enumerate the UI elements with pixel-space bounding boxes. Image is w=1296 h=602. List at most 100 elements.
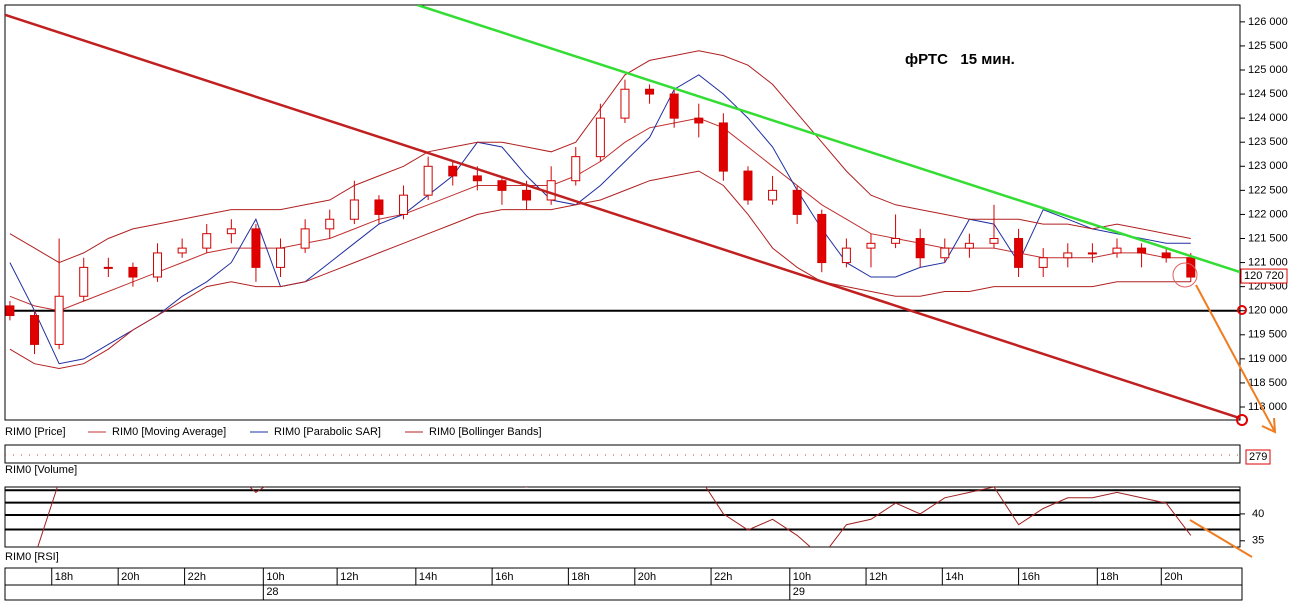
x-tick-label: 20h: [1164, 571, 1182, 583]
x-tick-label: 14h: [419, 571, 437, 583]
x-tick-label: 10h: [266, 571, 284, 583]
y-tick-label: 119 000: [1248, 353, 1287, 365]
candle-body: [718, 122, 728, 172]
marker-circle: [1237, 305, 1247, 315]
day-label: 28: [266, 586, 278, 598]
y-tick-label: 120 000: [1248, 305, 1288, 317]
candle-body: [915, 237, 925, 259]
y-tick-label: 122 000: [1248, 208, 1288, 220]
candle-body: [964, 242, 974, 249]
x-tick-label: 22h: [188, 571, 206, 583]
candle-body: [54, 295, 64, 345]
chart-title: фРТС 15 мин.: [905, 51, 1015, 68]
time-axis: [4, 567, 1243, 601]
price-plot: [5, 5, 1240, 420]
candle-body: [595, 117, 605, 158]
candle-body: [940, 247, 950, 259]
candle-body: [202, 233, 212, 249]
y-tick-label: 118 500: [1248, 377, 1287, 389]
candle-body: [841, 247, 851, 264]
x-tick-label: 22h: [714, 571, 732, 583]
candle-body: [694, 117, 704, 124]
candle-body: [177, 247, 187, 254]
overlay: 126 000 125 500 125 000 124 500 124 000 123 5…: [5, 16, 1288, 600]
candle-body: [251, 228, 261, 268]
x-tick-label: 18h: [55, 571, 73, 583]
candle-body: [1161, 252, 1171, 259]
volume-value: 279: [1249, 451, 1267, 463]
highlight-circle: [1172, 262, 1198, 288]
rsi-tick-label: 35: [1252, 535, 1264, 547]
candle-body: [103, 266, 113, 269]
x-tick-label: 12h: [869, 571, 887, 583]
candle-body: [226, 228, 236, 235]
candle-body: [1038, 257, 1048, 268]
candle-body: [300, 228, 310, 249]
candle-body: [546, 180, 556, 201]
candle-body: [325, 218, 335, 230]
forecast-arrow: [1189, 519, 1253, 558]
rsi-tick-label: 40: [1252, 508, 1264, 520]
candle-body: [128, 266, 138, 278]
candle-body: [989, 237, 999, 244]
candle-body: [374, 199, 384, 215]
volume-pane: [4, 444, 1241, 464]
y-tick-label: 126 000: [1248, 16, 1288, 28]
x-tick-label: 20h: [121, 571, 139, 583]
candle-body: [472, 175, 482, 182]
y-tick-label: 121 500: [1248, 232, 1288, 244]
candle-body: [620, 88, 630, 119]
candle-body: [276, 247, 286, 268]
day-label: 29: [793, 586, 805, 598]
candle-body: [645, 88, 655, 95]
marker-circle: [1236, 414, 1248, 426]
y-tick-label: 119 500: [1248, 329, 1287, 341]
x-tick-label: 10h: [793, 571, 811, 583]
candle-body: [153, 252, 163, 278]
legend-label: RIM0 [Price]: [5, 426, 66, 438]
candle-body: [448, 165, 458, 177]
x-tick-label: 18h: [571, 571, 589, 583]
candle-body: [522, 189, 532, 201]
y-tick-label: 125 000: [1248, 64, 1288, 76]
candle-body: [1087, 252, 1097, 255]
band-lower: [9, 170, 1191, 370]
y-tick-label: 122 500: [1248, 184, 1288, 196]
last-price-box: [1240, 268, 1288, 284]
rsi-pane: [4, 486, 1241, 548]
candle-body: [891, 237, 901, 244]
volume-box: [1245, 449, 1271, 465]
x-tick-label: 12h: [340, 571, 358, 583]
legend-label: RIM0 [Parabolic SAR]: [274, 426, 381, 438]
y-tick-label: 125 500: [1248, 40, 1288, 52]
candle-body: [792, 189, 802, 215]
candle-body: [1014, 237, 1024, 268]
last-price-label: 120 720: [1244, 270, 1284, 282]
pane-label: RIM0 [Volume]: [5, 464, 77, 476]
y-tick-label: 123 500: [1248, 136, 1288, 148]
candle-body: [399, 194, 409, 215]
candle-body: [349, 199, 359, 220]
forecast-arrow: [1195, 284, 1276, 433]
candle-body: [30, 315, 40, 345]
trend-line: [416, 5, 1240, 274]
x-tick-label: 16h: [495, 571, 513, 583]
candle-body: [866, 242, 876, 249]
legend-label: RIM0 [Bollinger Bands]: [429, 426, 542, 438]
arrow-head: [1261, 417, 1277, 434]
y-tick-label: 121 000: [1248, 256, 1288, 268]
candle-body: [1186, 257, 1196, 278]
y-tick-label: 118 000: [1248, 401, 1287, 413]
y-tick-label: 123 000: [1248, 160, 1288, 172]
x-tick-label: 16h: [1022, 571, 1040, 583]
x-tick-label: 20h: [638, 571, 656, 583]
y-tick-label: 124 500: [1248, 88, 1288, 100]
candle-body: [768, 189, 778, 201]
y-tick-label: 124 000: [1248, 112, 1288, 124]
pane-label: RIM0 [RSI]: [5, 551, 59, 563]
rsi-plot: [5, 487, 1240, 547]
candle-body: [1112, 247, 1122, 254]
candle-body: [423, 165, 433, 196]
